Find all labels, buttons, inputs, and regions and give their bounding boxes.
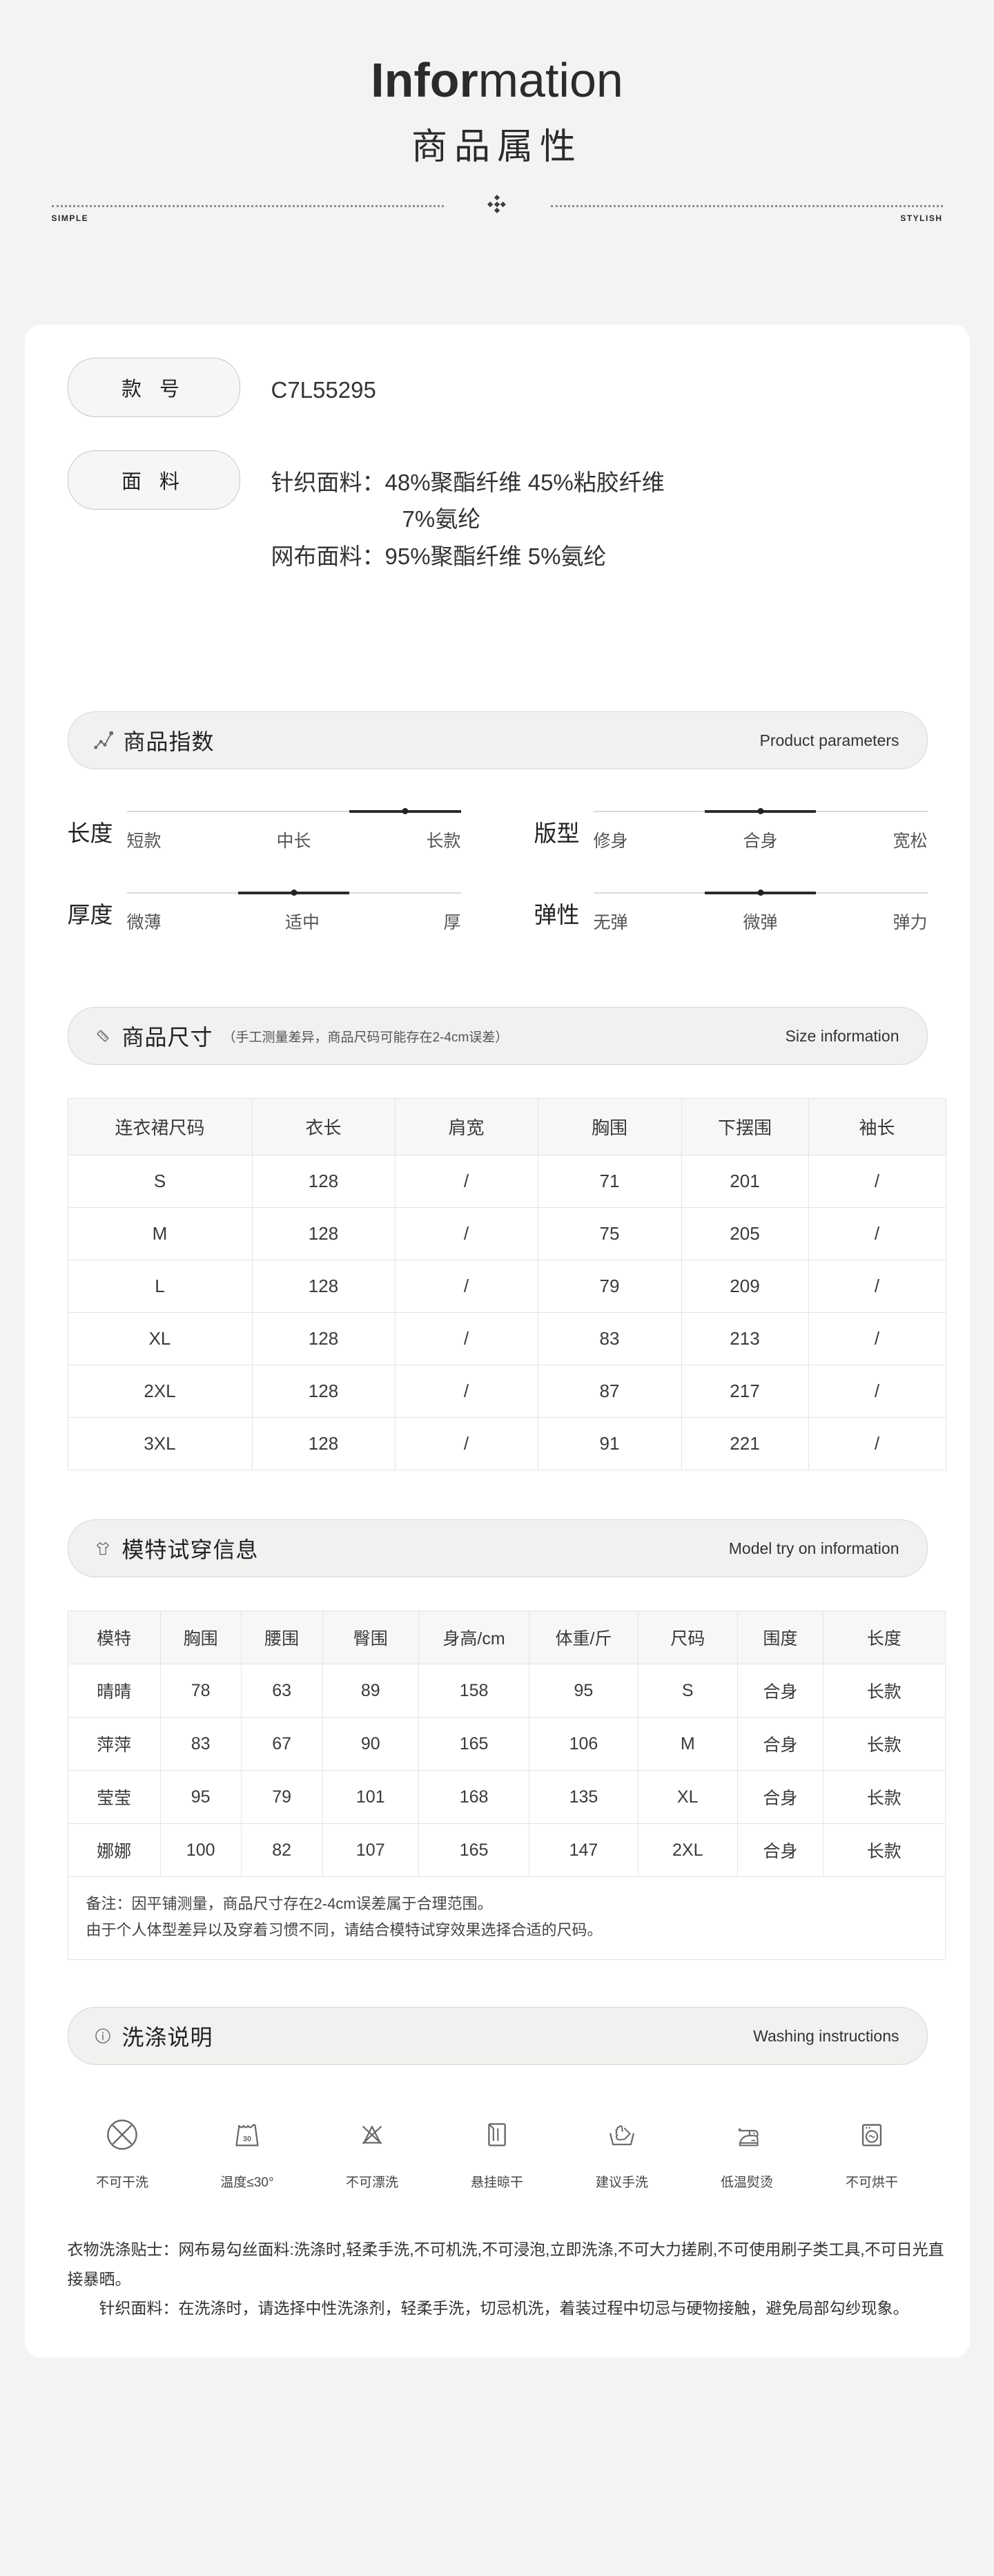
svg-text:30: 30 <box>243 2135 251 2144</box>
